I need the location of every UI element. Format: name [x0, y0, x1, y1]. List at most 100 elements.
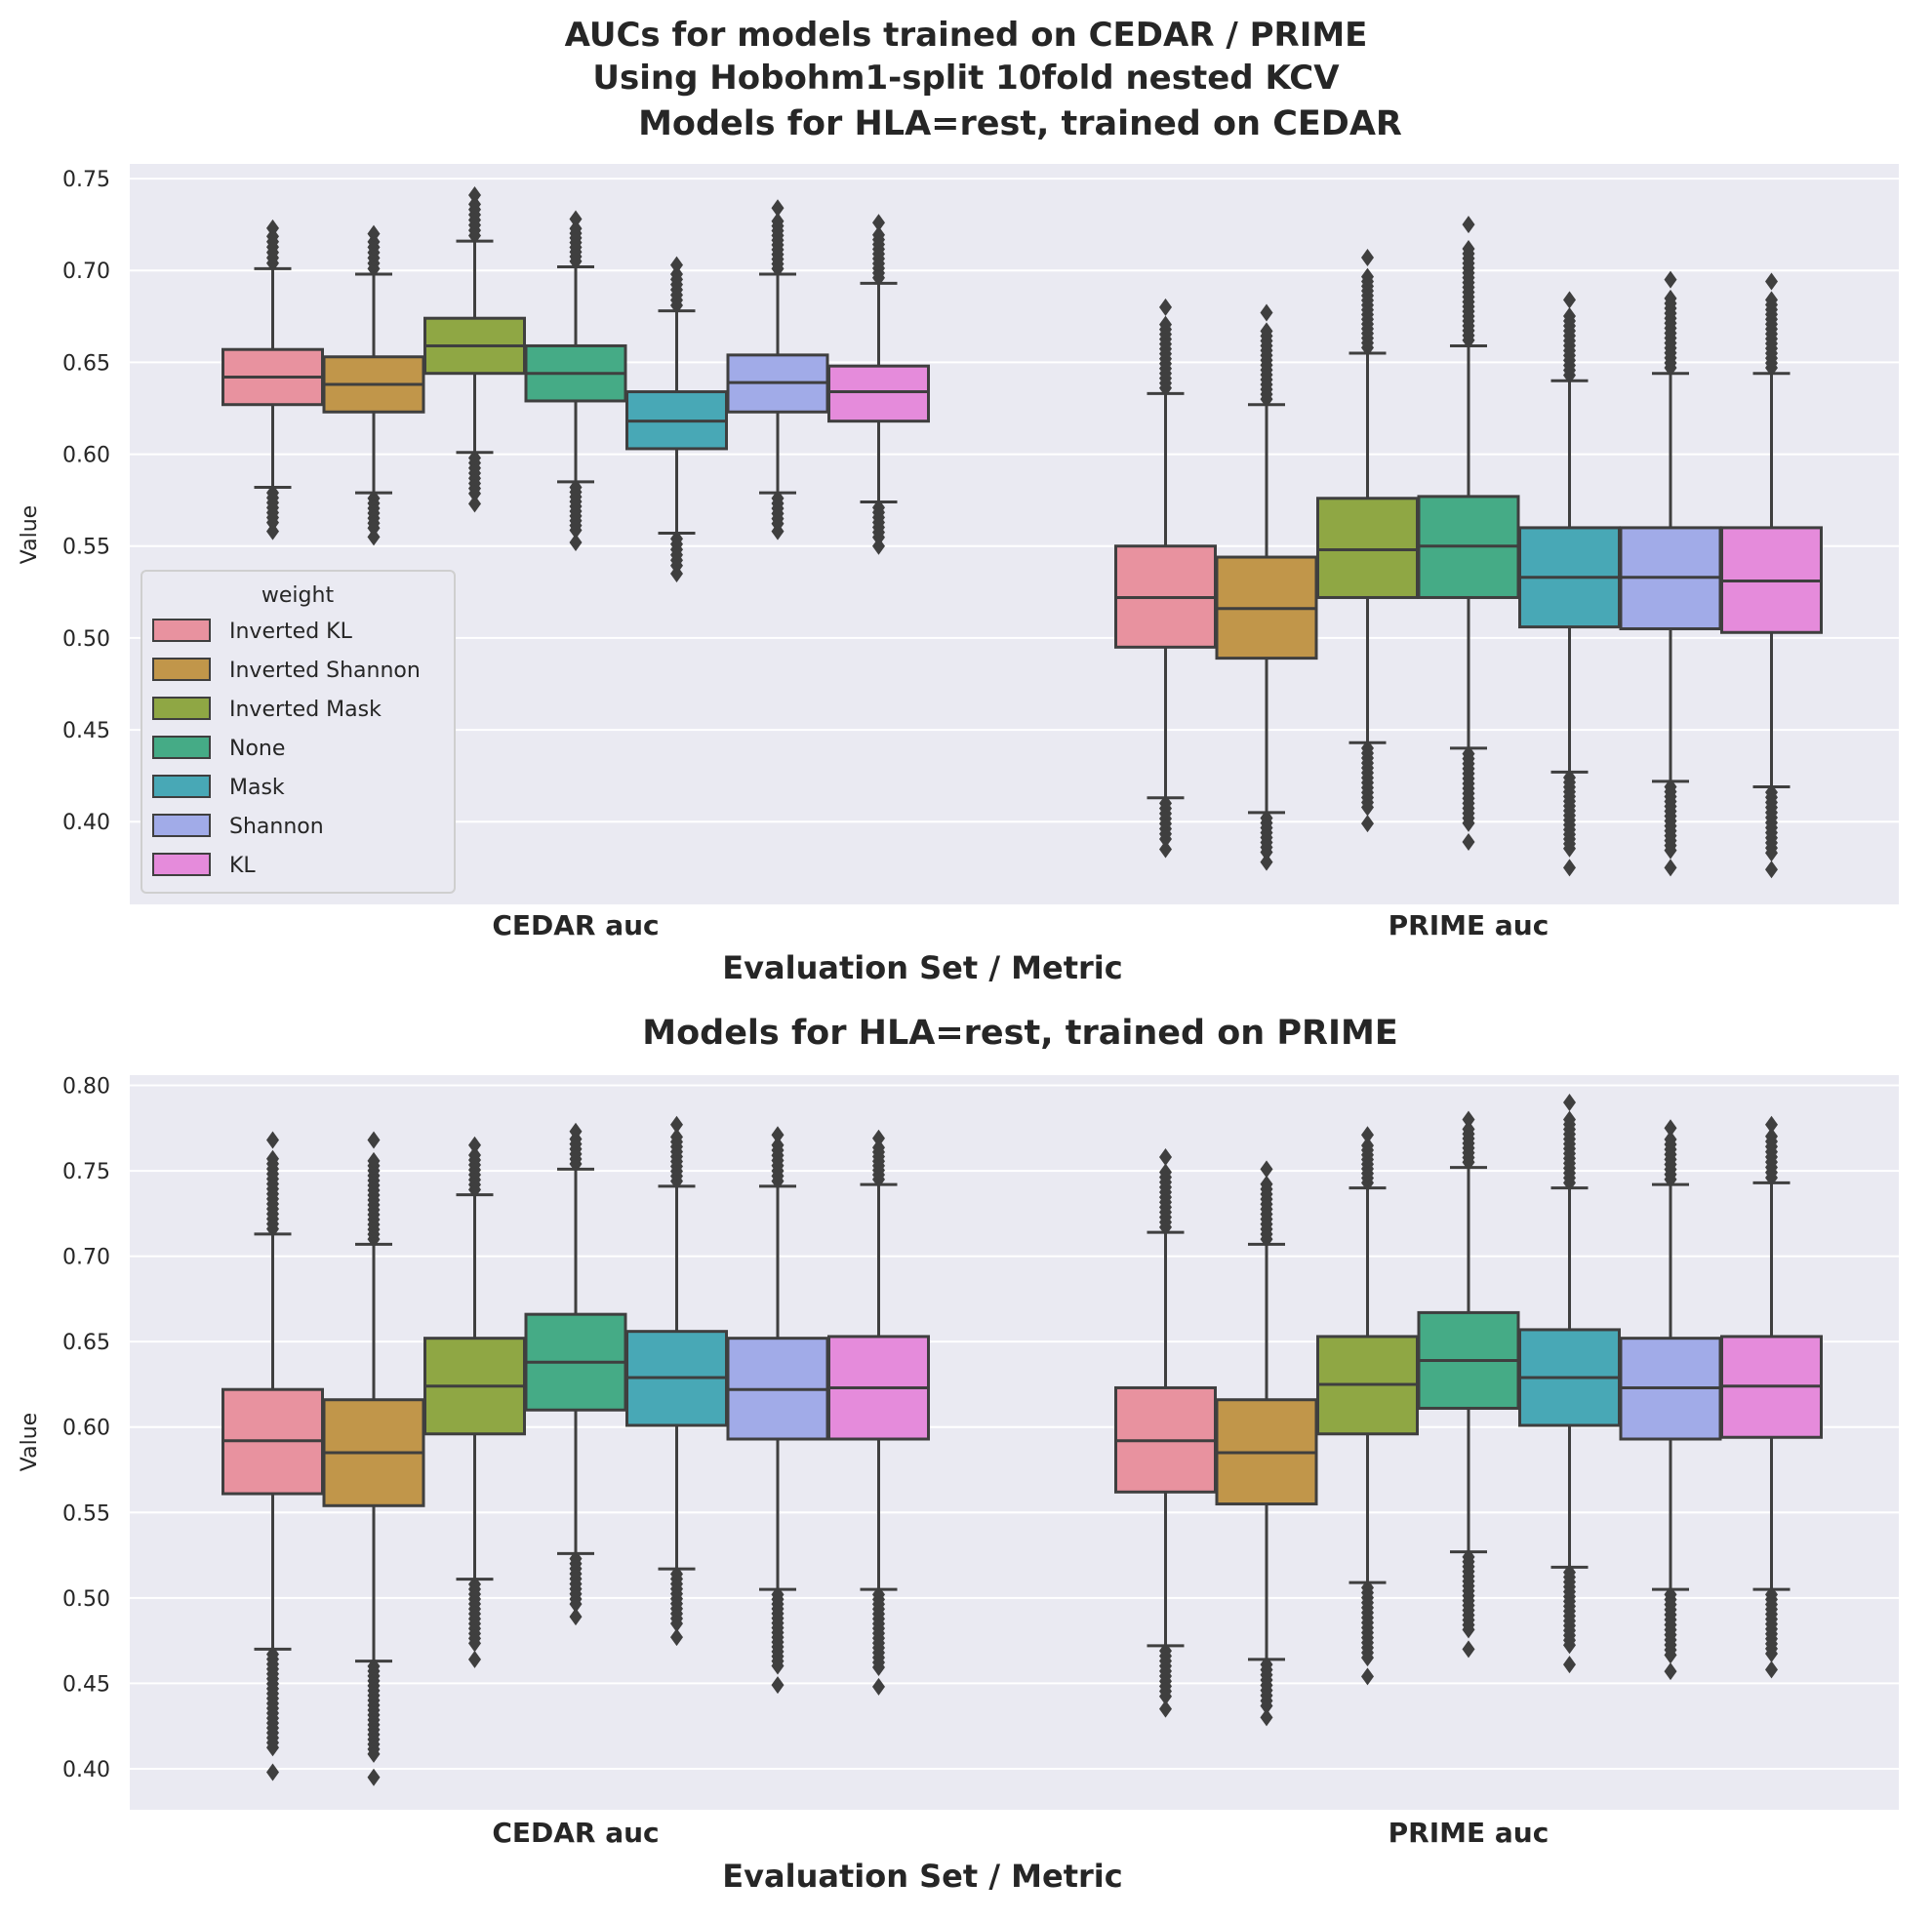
outlier-marker-low [1260, 853, 1273, 871]
outlier-marker-low [266, 522, 279, 540]
panel-title: Models for HLA=rest, trained on PRIME [642, 1014, 1397, 1053]
outlier-marker-low [367, 1744, 381, 1763]
legend [141, 570, 456, 894]
y-tick-label: 0.60 [62, 444, 110, 468]
outlier-marker-low [1361, 815, 1374, 833]
box-inverted-shannon-prime-auc [1215, 303, 1318, 871]
outlier-marker-low [670, 1615, 683, 1633]
box-shannon-cedar-auc [726, 199, 829, 540]
y-tick-label: 0.45 [62, 719, 110, 743]
outlier-marker-high [1361, 249, 1374, 267]
outlier-marker-low [872, 1677, 885, 1696]
outlier-marker-low [1159, 1700, 1172, 1718]
outlier-marker-low [266, 1739, 279, 1757]
box-mask-cedar-auc [625, 1115, 728, 1647]
outlier-marker-low [1260, 843, 1273, 861]
outlier-marker-low [1361, 1667, 1374, 1686]
outlier-marker-low [1462, 814, 1475, 832]
outlier-marker-high [266, 1131, 279, 1149]
y-tick-label: 0.75 [62, 1160, 110, 1184]
box-inverted-mask-prime-auc [1316, 249, 1419, 833]
legend-item-kl: KL [229, 854, 256, 878]
legend-swatch-inverted-mask [152, 697, 211, 720]
box-shannon-prime-auc [1619, 270, 1722, 877]
outlier-marker-low [771, 1657, 785, 1675]
outlier-marker-low [1765, 844, 1778, 862]
outlier-marker-high [1664, 1119, 1677, 1138]
y-tick-label: 0.75 [62, 168, 110, 192]
x-axis-label: Evaluation Set / Metric [722, 949, 1122, 986]
outlier-marker-low [1159, 1687, 1172, 1705]
outlier-marker-high [670, 1115, 683, 1134]
outlier-marker-low [569, 521, 583, 540]
legend-item-mask: Mask [229, 776, 285, 800]
outlier-marker-low [1765, 860, 1778, 879]
outlier-marker-high [1765, 291, 1778, 309]
outlier-marker-low [1361, 798, 1374, 817]
outlier-marker-high [872, 214, 885, 232]
legend-item-inverted-mask: Inverted Mask [229, 698, 382, 722]
y-tick-label: 0.50 [62, 1587, 110, 1612]
outlier-marker-low [367, 528, 381, 546]
outlier-marker-low [1563, 1636, 1576, 1655]
outlier-marker-high [266, 219, 279, 237]
outlier-marker-low [1260, 1697, 1273, 1715]
outlier-marker-low [1765, 1661, 1778, 1679]
outlier-marker-high [1159, 1163, 1172, 1181]
legend-swatch-mask [152, 775, 211, 798]
outlier-marker-high [1260, 303, 1273, 322]
outlier-marker-high [1563, 1094, 1576, 1112]
box-kl-prime-auc [1720, 1115, 1823, 1679]
outlier-marker-high [670, 265, 683, 284]
outlier-marker-high [1765, 1115, 1778, 1134]
outlier-marker-low [569, 533, 583, 551]
box-kl-cedar-auc [827, 214, 930, 555]
outlier-marker-low [771, 522, 785, 540]
box-none-prime-auc [1417, 216, 1520, 851]
iqr-box [1316, 497, 1419, 599]
legend-title: weight [262, 583, 335, 608]
legend-swatch-inverted-kl [152, 619, 211, 642]
outlier-marker-low [1563, 839, 1576, 858]
x-tick-label: CEDAR auc [492, 909, 659, 941]
box-shannon-prime-auc [1619, 1119, 1722, 1681]
y-tick-label: 0.45 [62, 1672, 110, 1697]
outlier-marker-high [1159, 298, 1172, 316]
outlier-marker-low [1664, 1646, 1677, 1664]
outlier-marker-low [670, 564, 683, 582]
y-tick-label: 0.40 [62, 1758, 110, 1782]
panel-2 [130, 1075, 1899, 1810]
y-tick-label: 0.65 [62, 1331, 110, 1355]
outlier-marker-high [468, 186, 481, 205]
outlier-marker-high [367, 1131, 381, 1149]
outlier-marker-high [1462, 240, 1475, 259]
legend-item-inverted-shannon: Inverted Shannon [229, 659, 421, 683]
box-inverted-kl-prime-auc [1114, 1148, 1217, 1718]
y-tick-label: 0.60 [62, 1417, 110, 1441]
y-tick-label: 0.65 [62, 351, 110, 376]
outlier-marker-high [367, 224, 381, 243]
outlier-marker-high [569, 210, 583, 228]
y-tick-label: 0.70 [62, 1246, 110, 1270]
outlier-marker-high [872, 225, 885, 244]
box-inverted-mask-prime-auc [1316, 1126, 1419, 1686]
outlier-marker-low [1462, 832, 1475, 851]
outlier-marker-low [1462, 1621, 1475, 1639]
outlier-marker-low [1765, 1644, 1778, 1662]
outlier-marker-low [1260, 1708, 1273, 1727]
outlier-marker-high [266, 1149, 279, 1168]
outlier-marker-low [1664, 1662, 1677, 1681]
outlier-marker-high [1563, 1110, 1576, 1129]
legend-frame [141, 570, 456, 894]
y-tick-label: 0.40 [62, 811, 110, 835]
outlier-marker-high [569, 220, 583, 238]
box-none-cedar-auc [524, 210, 627, 551]
x-tick-label: CEDAR auc [492, 1817, 659, 1849]
y-tick-label: 0.55 [62, 1501, 110, 1526]
outlier-marker-high [1765, 272, 1778, 291]
outlier-marker-high [1664, 289, 1677, 307]
panel-title: Models for HLA=rest, trained on CEDAR [638, 104, 1402, 143]
outlier-marker-high [1765, 1127, 1778, 1145]
